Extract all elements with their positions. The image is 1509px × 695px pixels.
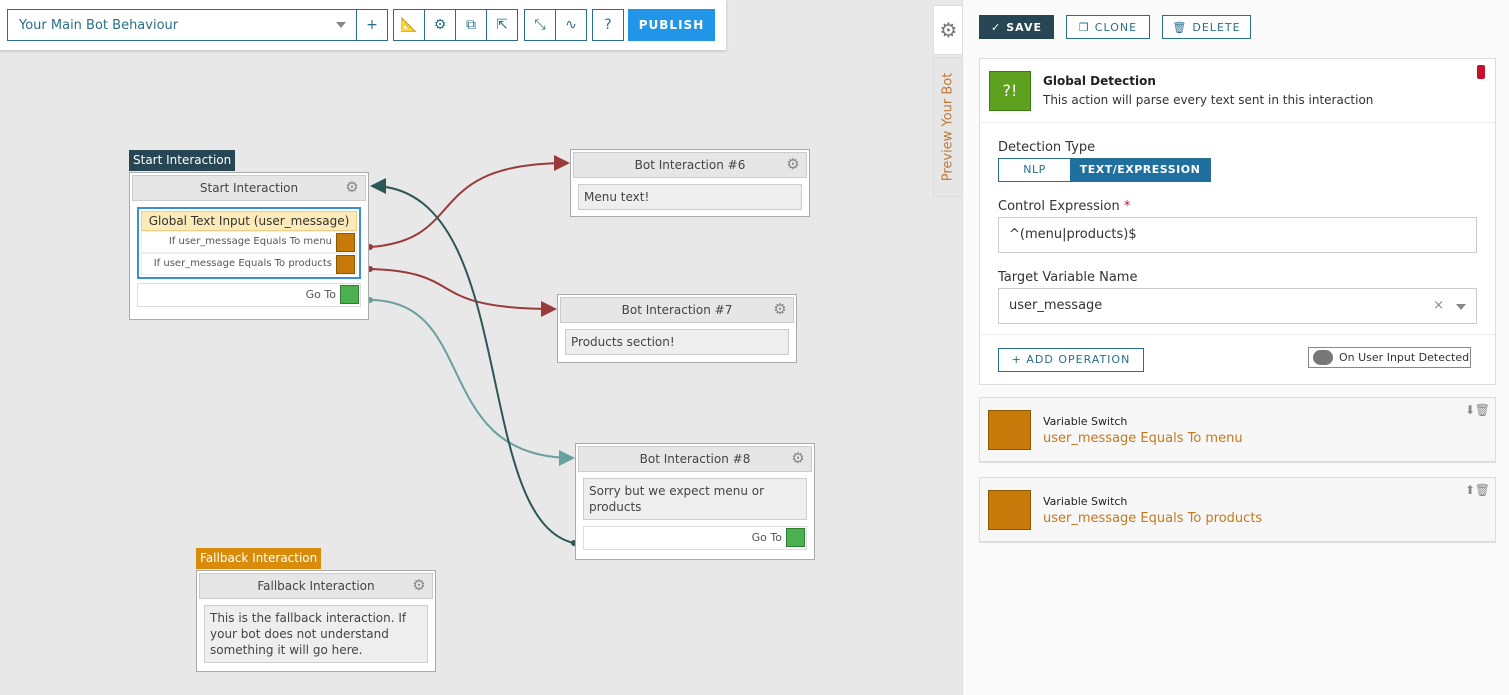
chart-button[interactable]: ∿ [555, 9, 587, 41]
check-icon: ✓ [991, 20, 1002, 34]
plus-icon: + [366, 17, 378, 33]
bot-interaction-7[interactable]: Bot Interaction #7 ⚙ Products section! [557, 294, 797, 363]
option-text-expression[interactable]: TEXT/EXPRESSION [1070, 159, 1210, 181]
target-variable-select[interactable]: user_message × [998, 288, 1477, 324]
fallback-interaction-node[interactable]: Fallback Interaction ⚙ This is the fallba… [196, 570, 436, 672]
variable-switch-card[interactable]: Variable Switch user_message Equals To m… [979, 397, 1496, 463]
publish-button[interactable]: PUBLISH [628, 9, 715, 41]
global-input-title: Global Text Input (user_message) [141, 211, 357, 231]
extinguisher-icon[interactable] [1477, 65, 1485, 79]
gear-icon[interactable]: ⚙ [345, 178, 359, 196]
node-title: Start Interaction [199, 181, 299, 195]
signpost-icon [340, 285, 359, 304]
node-title: Fallback Interaction [257, 579, 375, 593]
add-behaviour-button[interactable]: + [356, 9, 388, 41]
help-icon: ? [604, 17, 612, 33]
variable-switch-card[interactable]: Variable Switch user_message Equals To p… [979, 477, 1496, 543]
required-mark: * [1123, 199, 1131, 214]
behaviour-value: Your Main Bot Behaviour [19, 17, 179, 33]
chart-icon: ∿ [565, 17, 577, 33]
message-text: Sorry but we expect menu or products [583, 478, 807, 520]
trash-icon: 🗑 [1172, 20, 1188, 34]
trash-icon[interactable]: 🗑 [1474, 403, 1490, 417]
link-goto [369, 299, 575, 466]
action-description: This action will parse every text sent i… [1043, 93, 1374, 107]
add-operation-button[interactable]: + ADD OPERATION [998, 348, 1144, 372]
node-title: Bot Interaction #7 [621, 303, 733, 317]
behaviour-select[interactable]: Your Main Bot Behaviour [7, 9, 357, 41]
puzzle-icon: ⧉ [466, 17, 476, 33]
message-text: Menu text! [578, 184, 802, 210]
compress-button[interactable]: ⤡ [524, 9, 556, 41]
trigger-badge: On User Input Detected [1308, 347, 1471, 368]
flow-canvas[interactable]: Your Main Bot Behaviour + 📐 ⚙ ⧉ ⇱ ⤡ ∿ ? … [0, 0, 962, 695]
node-title: Bot Interaction #6 [634, 158, 746, 172]
caret-down-icon[interactable] [1456, 304, 1466, 310]
lightning-icon [1313, 350, 1333, 365]
gear-icon: ⚙ [433, 17, 447, 33]
bot-interaction-8[interactable]: Bot Interaction #8 ⚙ Sorry but we expect … [575, 443, 815, 560]
message-text: Products section! [565, 329, 789, 355]
global-input-block[interactable]: Global Text Input (user_message) If user… [137, 207, 361, 279]
fallback-label: Fallback Interaction [196, 548, 322, 569]
control-expression-input[interactable]: ^(menu|products)$ [998, 217, 1477, 253]
move-up-icon[interactable]: ⬆ [1464, 483, 1475, 497]
goto-row[interactable]: Go To [583, 526, 807, 550]
control-expression-label: Control Expression [998, 199, 1120, 214]
plugins-button[interactable]: ⧉ [455, 9, 487, 41]
settings-tab[interactable]: ⚙ [933, 5, 963, 55]
chat-question-icon: ?! [989, 71, 1031, 111]
link-products [369, 268, 557, 317]
compress-icon: ⤡ [534, 17, 546, 33]
switch-icon [988, 410, 1031, 450]
toolbar: Your Main Bot Behaviour + 📐 ⚙ ⧉ ⇱ ⤡ ∿ ? … [0, 0, 726, 50]
export-icon: ⇱ [496, 17, 508, 33]
message-text: This is the fallback interaction. If you… [204, 605, 428, 663]
trash-icon[interactable]: 🗑 [1474, 483, 1490, 497]
delete-button[interactable]: 🗑 DELETE [1162, 15, 1251, 39]
gear-icon: ⚙ [939, 18, 958, 42]
link-menu [369, 155, 570, 248]
gear-icon[interactable]: ⚙ [773, 300, 787, 318]
switch-icon [336, 255, 355, 274]
signpost-icon [786, 528, 805, 547]
condition-row: If user_message Equals To products [141, 253, 357, 275]
start-label: Start Interaction [129, 150, 236, 171]
caret-down-icon [336, 22, 346, 28]
gear-icon[interactable]: ⚙ [412, 576, 426, 594]
move-down-icon[interactable]: ⬇ [1464, 403, 1475, 417]
node-title: Bot Interaction #8 [639, 452, 751, 466]
copy-icon: ❐ [1078, 20, 1090, 34]
condition-row: If user_message Equals To menu [141, 231, 357, 253]
action-title: Global Detection [1043, 74, 1156, 88]
goto-row[interactable]: Go To [137, 283, 361, 307]
detection-type-label: Detection Type [998, 140, 1096, 155]
detection-type-toggle: NLP TEXT/EXPRESSION [998, 158, 1211, 182]
preview-tab[interactable]: Preview Your Bot [933, 57, 963, 197]
save-button[interactable]: ✓ SAVE [979, 15, 1054, 39]
gear-icon[interactable]: ⚙ [786, 155, 800, 173]
switch-icon [336, 233, 355, 252]
export-button[interactable]: ⇱ [486, 9, 518, 41]
ruler-icon: 📐 [400, 17, 418, 33]
connections [367, 155, 577, 546]
gear-icon[interactable]: ⚙ [791, 449, 805, 467]
help-button[interactable]: ? [592, 9, 624, 41]
settings-button[interactable]: ⚙ [424, 9, 456, 41]
target-variable-label: Target Variable Name [998, 270, 1138, 285]
ruler-button[interactable]: 📐 [393, 9, 425, 41]
option-nlp[interactable]: NLP [999, 159, 1070, 181]
bot-interaction-6[interactable]: Bot Interaction #6 ⚙ Menu text! [570, 149, 810, 217]
link-bot8-goto [370, 178, 575, 544]
clone-button[interactable]: ❐ CLONE [1066, 15, 1150, 39]
clear-icon[interactable]: × [1433, 298, 1444, 313]
side-tabs: ⚙ Preview Your Bot [933, 5, 963, 197]
switch-icon [988, 490, 1031, 530]
start-interaction-node[interactable]: Start Interaction ⚙ Global Text Input (us… [129, 172, 369, 320]
